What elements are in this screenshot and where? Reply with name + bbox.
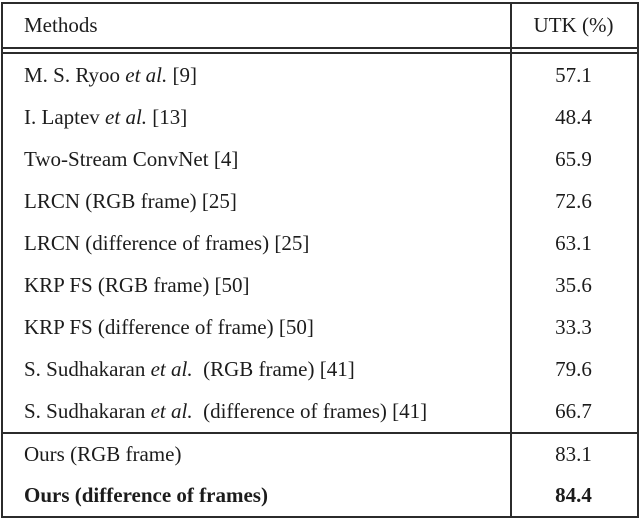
table-row: LRCN (RGB frame) [25] 72.6 [3, 180, 637, 222]
value-cell: 65.9 [555, 146, 592, 171]
method-text: Ours (difference of frames) [24, 483, 268, 507]
method-cell: S. Sudhakaran et al. (RGB frame) [41] [3, 357, 510, 382]
value-cell: 63.1 [555, 230, 592, 255]
method-cell: LRCN (RGB frame) [25] [3, 189, 510, 214]
method-cell: KRP FS (RGB frame) [50] [3, 273, 510, 298]
method-text: [13] [147, 104, 188, 129]
value-cell: 79.6 [555, 356, 592, 381]
value-cell: 72.6 [555, 188, 592, 213]
table-row: S. Sudhakaran et al. (difference of fram… [3, 390, 637, 432]
table-row: S. Sudhakaran et al. (RGB frame) [41] 79.… [3, 348, 637, 390]
method-text: (difference of frames) [41] [192, 398, 428, 423]
method-cell: KRP FS (difference of frame) [50] [3, 315, 510, 340]
table-row: I. Laptev et al. [13] 48.4 [3, 96, 637, 138]
method-text: Ours (RGB frame) [24, 442, 182, 466]
method-cell: I. Laptev et al. [13] [3, 105, 510, 130]
table-row: Ours (difference of frames) 84.4 [3, 475, 637, 516]
method-cell: Two-Stream ConvNet [4] [3, 147, 510, 172]
value-cell: 84.4 [555, 483, 592, 507]
value-cell: 33.3 [555, 314, 592, 339]
double-rule-gap [3, 49, 637, 52]
table-header-row: Methods UTK (%) [3, 4, 637, 49]
method-text: S. Sudhakaran [24, 356, 151, 381]
value-cell: 35.6 [555, 272, 592, 297]
method-text: (RGB frame) [41] [192, 356, 355, 381]
et-al-italic: et al. [150, 356, 193, 381]
method-text: [9] [167, 62, 198, 87]
method-text: M. S. Ryoo [24, 62, 126, 87]
method-text: KRP FS (difference of frame) [50] [24, 314, 314, 339]
table-row: LRCN (difference of frames) [25] 63.1 [3, 222, 637, 264]
section-prior-methods: M. S. Ryoo et al. [9] 57.1 I. Laptev et al… [3, 52, 637, 432]
method-text: Two-Stream ConvNet [4] [24, 146, 239, 171]
et-al-italic: et al. [105, 104, 148, 129]
et-al-italic: et al. [125, 62, 168, 87]
method-cell: M. S. Ryoo et al. [9] [3, 63, 510, 88]
method-text: LRCN (RGB frame) [25] [24, 188, 237, 213]
value-cell: 57.1 [555, 62, 592, 87]
method-cell: S. Sudhakaran et al. (difference of fram… [3, 399, 510, 424]
method-cell: LRCN (difference of frames) [25] [3, 231, 510, 256]
method-cell: Ours (difference of frames) [3, 483, 510, 508]
table-row: Two-Stream ConvNet [4] 65.9 [3, 138, 637, 180]
method-text: LRCN (difference of frames) [25] [24, 230, 310, 255]
value-cell: 48.4 [555, 104, 592, 129]
et-al-italic: et al. [150, 398, 193, 423]
method-text: I. Laptev [24, 104, 106, 129]
value-cell: 83.1 [555, 442, 592, 466]
column-divider-rule [510, 4, 512, 516]
value-cell: 66.7 [555, 398, 592, 423]
table-row: KRP FS (difference of frame) [50] 33.3 [3, 306, 637, 348]
table-row: KRP FS (RGB frame) [50] 35.6 [3, 264, 637, 306]
method-text: S. Sudhakaran [24, 398, 151, 423]
method-text: KRP FS (RGB frame) [50] [24, 272, 250, 297]
header-metric-label: UTK (%) [533, 13, 614, 37]
method-cell: Ours (RGB frame) [3, 442, 510, 467]
section-ours: Ours (RGB frame) 83.1 Ours (difference of … [3, 432, 637, 516]
header-methods-label: Methods [24, 13, 98, 37]
table-row: M. S. Ryoo et al. [9] 57.1 [3, 54, 637, 96]
table-row: Ours (RGB frame) 83.1 [3, 434, 637, 475]
